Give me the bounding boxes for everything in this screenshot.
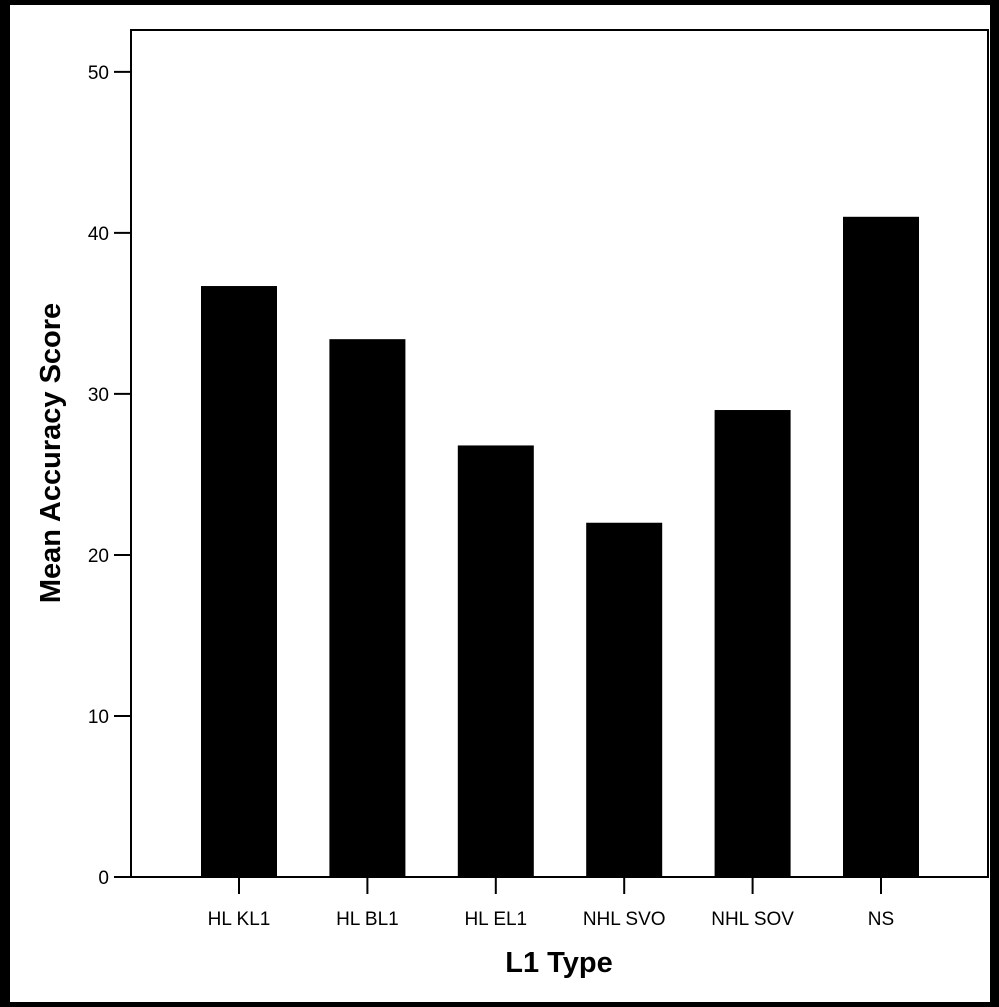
- bar-hl-kl1: [201, 286, 277, 877]
- bar-hl-bl1: [329, 339, 406, 877]
- y-axis: 0 10 20 30 40 50: [88, 63, 131, 889]
- x-axis-title: L1 Type: [505, 947, 612, 979]
- x-tick-label: NHL SVO: [583, 909, 666, 930]
- y-tick-label: 20: [88, 546, 109, 567]
- bar-ns: [843, 216, 919, 877]
- bar-nhl-sov: [714, 410, 791, 877]
- x-axis: HL KL1 HL BL1 HL EL1 NHL SVO NHL SOV NS: [208, 877, 894, 930]
- y-tick-label: 40: [88, 224, 109, 245]
- x-tick-label: HL BL1: [336, 909, 399, 930]
- y-tick-label: 30: [88, 385, 109, 406]
- x-tick-label: NHL SOV: [711, 909, 794, 930]
- bar-series: [201, 216, 919, 877]
- bar-hl-el1: [457, 445, 534, 877]
- y-tick-label: 50: [88, 63, 109, 84]
- x-tick-label: NS: [868, 909, 894, 930]
- x-tick-label: HL KL1: [208, 909, 271, 930]
- y-tick-label: 10: [88, 707, 109, 728]
- bar-nhl-svo: [586, 522, 663, 877]
- x-tick-label: HL EL1: [464, 909, 527, 930]
- y-axis-title: Mean Accuracy Score: [35, 303, 67, 603]
- y-tick-label: 0: [98, 868, 109, 889]
